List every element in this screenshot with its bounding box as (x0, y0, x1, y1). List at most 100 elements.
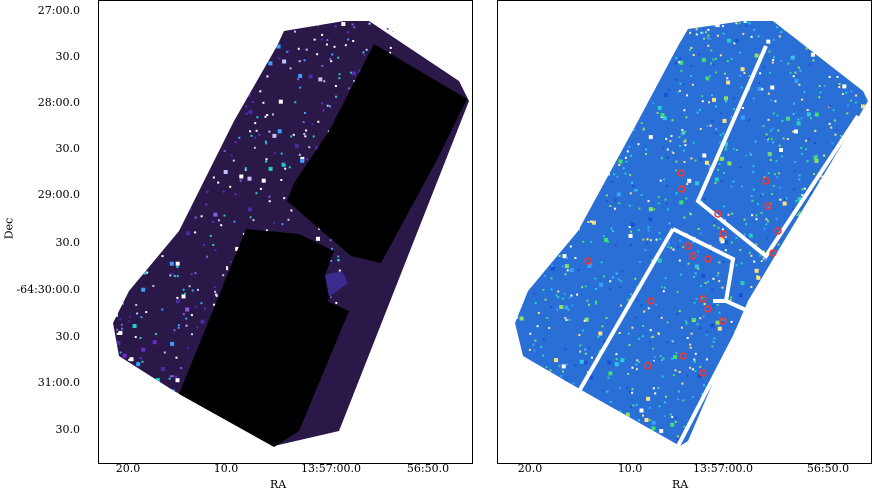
star-pixel (683, 109, 685, 111)
star-pixel (691, 157, 693, 159)
star-pixel (805, 140, 807, 142)
star-pixel (127, 267, 129, 269)
star-pixel (362, 51, 364, 53)
star-pixel (730, 299, 732, 301)
star-pixel (509, 462, 511, 464)
star-pixel (191, 450, 193, 452)
star-pixel (235, 5, 237, 7)
star-pixel (148, 406, 150, 408)
star-pixel (359, 443, 363, 447)
star-pixel (578, 102, 580, 104)
star-pixel (711, 120, 713, 122)
star-pixel (779, 148, 783, 152)
star-pixel (538, 417, 540, 419)
star-pixel (679, 310, 681, 312)
star-pixel (102, 95, 104, 97)
star-pixel (175, 376, 177, 378)
star-pixel (670, 414, 672, 416)
star-pixel (504, 110, 506, 112)
star-pixel (758, 285, 760, 287)
star-pixel (707, 29, 709, 31)
star-pixel (238, 137, 240, 139)
star-pixel (621, 270, 623, 272)
star-pixel (573, 74, 575, 76)
star-pixel (204, 308, 206, 310)
star-pixel (617, 192, 621, 196)
star-pixel (198, 161, 200, 163)
star-pixel (778, 367, 780, 369)
star-pixel (127, 98, 129, 100)
star-pixel (124, 133, 126, 135)
star-pixel (574, 43, 578, 47)
star-pixel (706, 330, 708, 332)
star-pixel (756, 214, 758, 216)
star-pixel (142, 231, 144, 233)
star-pixel (625, 157, 627, 159)
star-pixel (584, 320, 586, 322)
star-pixel (689, 344, 691, 346)
star-pixel (451, 146, 455, 150)
star-pixel (416, 405, 420, 409)
star-pixel (658, 387, 660, 389)
star-pixel (643, 128, 645, 130)
star-pixel (388, 326, 390, 328)
star-pixel (723, 261, 725, 263)
star-pixel (834, 45, 838, 49)
star-pixel (624, 431, 626, 433)
star-pixel (352, 40, 354, 42)
star-pixel (262, 102, 264, 104)
star-pixel (715, 128, 717, 130)
star-pixel (781, 155, 783, 157)
star-pixel (833, 298, 835, 300)
star-pixel (854, 298, 856, 300)
star-pixel (836, 129, 838, 131)
star-pixel (570, 103, 572, 105)
star-pixel (804, 19, 806, 21)
star-pixel (628, 99, 630, 101)
star-pixel (321, 38, 323, 40)
star-pixel (686, 322, 688, 324)
star-pixel (819, 180, 821, 182)
star-pixel (347, 39, 349, 41)
star-pixel (767, 2, 769, 4)
star-pixel (414, 319, 416, 321)
star-pixel (596, 445, 598, 447)
star-pixel (526, 368, 528, 370)
star-pixel (353, 9, 355, 11)
star-pixel (692, 84, 694, 86)
star-pixel (245, 106, 247, 108)
star-pixel (281, 153, 283, 155)
star-pixel (335, 17, 337, 19)
star-pixel (167, 423, 169, 425)
star-pixel (578, 269, 580, 271)
star-pixel (716, 420, 718, 422)
star-pixel (717, 304, 719, 306)
star-pixel (446, 410, 448, 412)
star-pixel (109, 281, 111, 283)
star-pixel (321, 65, 323, 67)
star-pixel (123, 263, 125, 265)
star-pixel (549, 81, 551, 83)
star-pixel (576, 294, 578, 296)
star-pixel (603, 81, 605, 83)
star-pixel (852, 255, 854, 257)
star-pixel (713, 64, 715, 66)
star-pixel (116, 329, 118, 331)
star-pixel (314, 39, 316, 41)
star-pixel (514, 334, 516, 336)
star-pixel (245, 167, 247, 169)
star-pixel (170, 24, 172, 26)
star-pixel (741, 185, 743, 187)
star-pixel (562, 19, 564, 21)
star-pixel (417, 234, 419, 236)
star-pixel (520, 186, 524, 190)
star-pixel (105, 260, 107, 262)
star-pixel (122, 303, 124, 305)
star-pixel (819, 85, 821, 87)
star-pixel (201, 215, 203, 217)
star-pixel (729, 351, 731, 353)
star-pixel (673, 374, 675, 376)
star-pixel (207, 191, 209, 193)
star-pixel (644, 249, 646, 251)
star-pixel (308, 146, 310, 148)
